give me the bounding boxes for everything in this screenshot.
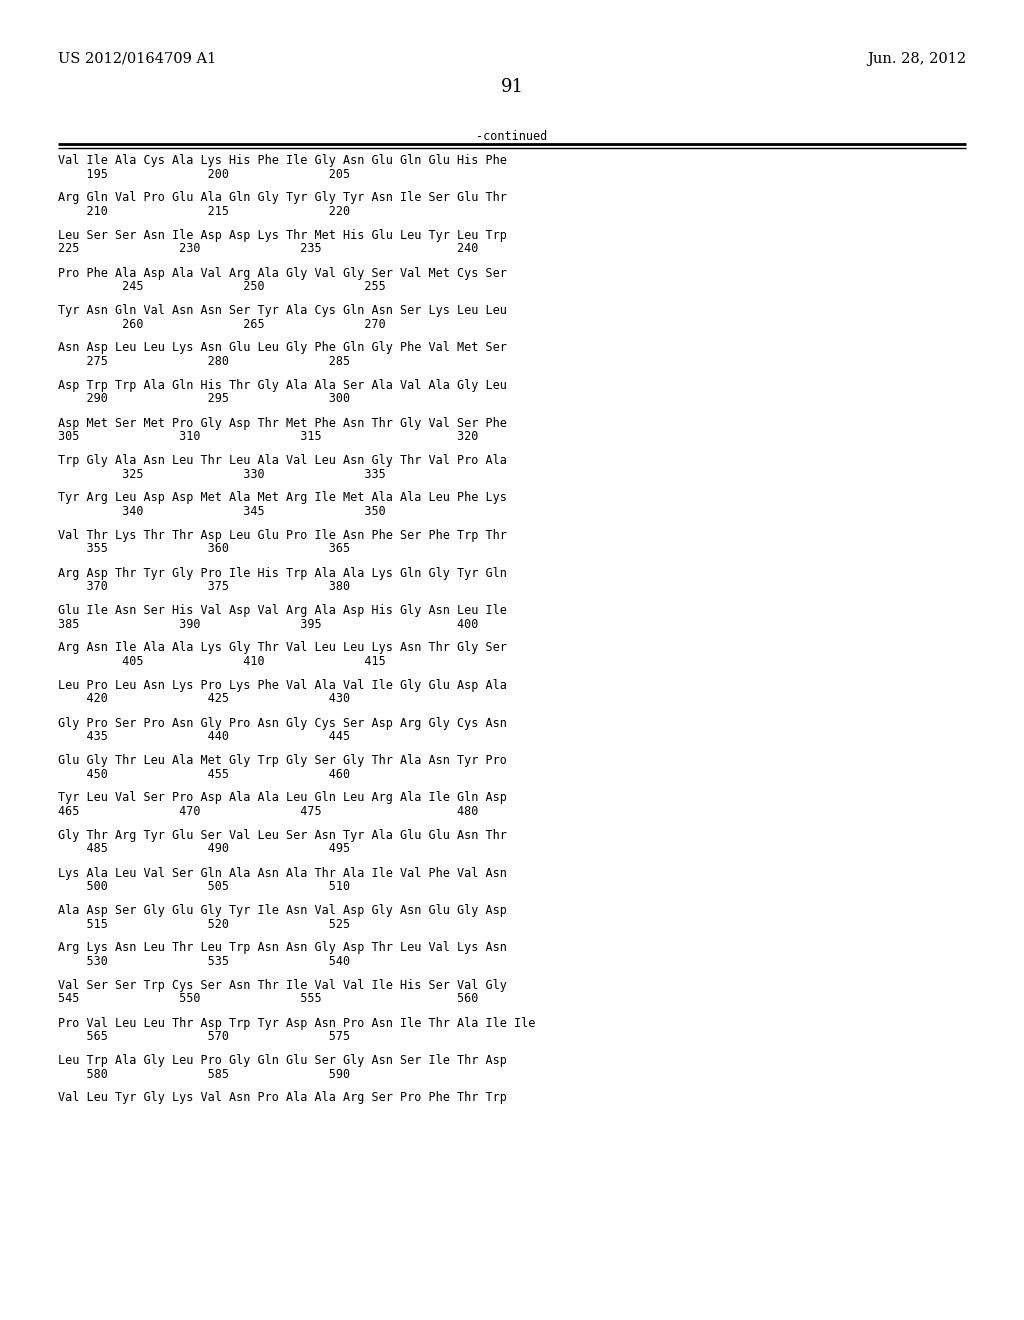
Text: 305              310              315                   320: 305 310 315 320 — [58, 430, 478, 444]
Text: Asp Trp Trp Ala Gln His Thr Gly Ala Ala Ser Ala Val Ala Gly Leu: Asp Trp Trp Ala Gln His Thr Gly Ala Ala … — [58, 379, 507, 392]
Text: Pro Phe Ala Asp Ala Val Arg Ala Gly Val Gly Ser Val Met Cys Ser: Pro Phe Ala Asp Ala Val Arg Ala Gly Val … — [58, 267, 507, 280]
Text: Leu Pro Leu Asn Lys Pro Lys Phe Val Ala Val Ile Gly Glu Asp Ala: Leu Pro Leu Asn Lys Pro Lys Phe Val Ala … — [58, 678, 507, 692]
Text: Trp Gly Ala Asn Leu Thr Leu Ala Val Leu Asn Gly Thr Val Pro Ala: Trp Gly Ala Asn Leu Thr Leu Ala Val Leu … — [58, 454, 507, 467]
Text: Val Ser Ser Trp Cys Ser Asn Thr Ile Val Val Ile His Ser Val Gly: Val Ser Ser Trp Cys Ser Asn Thr Ile Val … — [58, 979, 507, 993]
Text: Jun. 28, 2012: Jun. 28, 2012 — [867, 51, 966, 66]
Text: 210              215              220: 210 215 220 — [58, 205, 350, 218]
Text: 385              390              395                   400: 385 390 395 400 — [58, 618, 478, 631]
Text: Tyr Leu Val Ser Pro Asp Ala Ala Leu Gln Leu Arg Ala Ile Gln Asp: Tyr Leu Val Ser Pro Asp Ala Ala Leu Gln … — [58, 792, 507, 804]
Text: 420              425              430: 420 425 430 — [58, 693, 350, 705]
Text: US 2012/0164709 A1: US 2012/0164709 A1 — [58, 51, 216, 66]
Text: 340              345              350: 340 345 350 — [58, 506, 386, 517]
Text: Arg Gln Val Pro Glu Ala Gln Gly Tyr Gly Tyr Asn Ile Ser Glu Thr: Arg Gln Val Pro Glu Ala Gln Gly Tyr Gly … — [58, 191, 507, 205]
Text: Arg Lys Asn Leu Thr Leu Trp Asn Asn Gly Asp Thr Leu Val Lys Asn: Arg Lys Asn Leu Thr Leu Trp Asn Asn Gly … — [58, 941, 507, 954]
Text: Tyr Asn Gln Val Asn Asn Ser Tyr Ala Cys Gln Asn Ser Lys Leu Leu: Tyr Asn Gln Val Asn Asn Ser Tyr Ala Cys … — [58, 304, 507, 317]
Text: 545              550              555                   560: 545 550 555 560 — [58, 993, 478, 1006]
Text: 290              295              300: 290 295 300 — [58, 392, 350, 405]
Text: 450              455              460: 450 455 460 — [58, 767, 350, 780]
Text: 530              535              540: 530 535 540 — [58, 954, 350, 968]
Text: 355              360              365: 355 360 365 — [58, 543, 350, 556]
Text: 225              230              235                   240: 225 230 235 240 — [58, 243, 478, 256]
Text: Gly Thr Arg Tyr Glu Ser Val Leu Ser Asn Tyr Ala Glu Glu Asn Thr: Gly Thr Arg Tyr Glu Ser Val Leu Ser Asn … — [58, 829, 507, 842]
Text: Val Thr Lys Thr Thr Asp Leu Glu Pro Ile Asn Phe Ser Phe Trp Thr: Val Thr Lys Thr Thr Asp Leu Glu Pro Ile … — [58, 529, 507, 543]
Text: 565              570              575: 565 570 575 — [58, 1030, 350, 1043]
Text: Glu Ile Asn Ser His Val Asp Val Arg Ala Asp His Gly Asn Leu Ile: Glu Ile Asn Ser His Val Asp Val Arg Ala … — [58, 605, 507, 616]
Text: 91: 91 — [501, 78, 523, 96]
Text: 325              330              335: 325 330 335 — [58, 467, 386, 480]
Text: 435              440              445: 435 440 445 — [58, 730, 350, 743]
Text: Asp Met Ser Met Pro Gly Asp Thr Met Phe Asn Thr Gly Val Ser Phe: Asp Met Ser Met Pro Gly Asp Thr Met Phe … — [58, 417, 507, 429]
Text: 370              375              380: 370 375 380 — [58, 579, 350, 593]
Text: Asn Asp Leu Leu Lys Asn Glu Leu Gly Phe Gln Gly Phe Val Met Ser: Asn Asp Leu Leu Lys Asn Glu Leu Gly Phe … — [58, 342, 507, 355]
Text: Tyr Arg Leu Asp Asp Met Ala Met Arg Ile Met Ala Ala Leu Phe Lys: Tyr Arg Leu Asp Asp Met Ala Met Arg Ile … — [58, 491, 507, 504]
Text: Val Leu Tyr Gly Lys Val Asn Pro Ala Ala Arg Ser Pro Phe Thr Trp: Val Leu Tyr Gly Lys Val Asn Pro Ala Ala … — [58, 1092, 507, 1105]
Text: Lys Ala Leu Val Ser Gln Ala Asn Ala Thr Ala Ile Val Phe Val Asn: Lys Ala Leu Val Ser Gln Ala Asn Ala Thr … — [58, 866, 507, 879]
Text: 465              470              475                   480: 465 470 475 480 — [58, 805, 478, 818]
Text: 580              585              590: 580 585 590 — [58, 1068, 350, 1081]
Text: Val Ile Ala Cys Ala Lys His Phe Ile Gly Asn Glu Gln Glu His Phe: Val Ile Ala Cys Ala Lys His Phe Ile Gly … — [58, 154, 507, 168]
Text: 260              265              270: 260 265 270 — [58, 318, 386, 330]
Text: Glu Gly Thr Leu Ala Met Gly Trp Gly Ser Gly Thr Ala Asn Tyr Pro: Glu Gly Thr Leu Ala Met Gly Trp Gly Ser … — [58, 754, 507, 767]
Text: 195              200              205: 195 200 205 — [58, 168, 350, 181]
Text: 500              505              510: 500 505 510 — [58, 880, 350, 894]
Text: Leu Trp Ala Gly Leu Pro Gly Gln Glu Ser Gly Asn Ser Ile Thr Asp: Leu Trp Ala Gly Leu Pro Gly Gln Glu Ser … — [58, 1053, 507, 1067]
Text: Pro Val Leu Leu Thr Asp Trp Tyr Asp Asn Pro Asn Ile Thr Ala Ile Ile: Pro Val Leu Leu Thr Asp Trp Tyr Asp Asn … — [58, 1016, 536, 1030]
Text: 405              410              415: 405 410 415 — [58, 655, 386, 668]
Text: Leu Ser Ser Asn Ile Asp Asp Lys Thr Met His Glu Leu Tyr Leu Trp: Leu Ser Ser Asn Ile Asp Asp Lys Thr Met … — [58, 228, 507, 242]
Text: -continued: -continued — [476, 129, 548, 143]
Text: 485              490              495: 485 490 495 — [58, 842, 350, 855]
Text: Gly Pro Ser Pro Asn Gly Pro Asn Gly Cys Ser Asp Arg Gly Cys Asn: Gly Pro Ser Pro Asn Gly Pro Asn Gly Cys … — [58, 717, 507, 730]
Text: Arg Asp Thr Tyr Gly Pro Ile His Trp Ala Ala Lys Gln Gly Tyr Gln: Arg Asp Thr Tyr Gly Pro Ile His Trp Ala … — [58, 566, 507, 579]
Text: 275              280              285: 275 280 285 — [58, 355, 350, 368]
Text: 245              250              255: 245 250 255 — [58, 280, 386, 293]
Text: Ala Asp Ser Gly Glu Gly Tyr Ile Asn Val Asp Gly Asn Glu Gly Asp: Ala Asp Ser Gly Glu Gly Tyr Ile Asn Val … — [58, 904, 507, 917]
Text: Arg Asn Ile Ala Ala Lys Gly Thr Val Leu Leu Lys Asn Thr Gly Ser: Arg Asn Ile Ala Ala Lys Gly Thr Val Leu … — [58, 642, 507, 655]
Text: 515              520              525: 515 520 525 — [58, 917, 350, 931]
